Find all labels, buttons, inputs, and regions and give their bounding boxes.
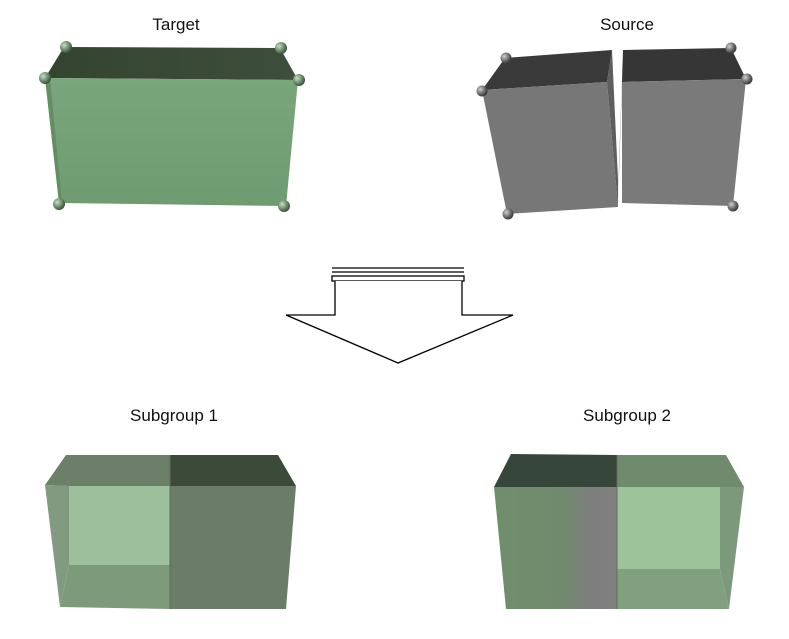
source-label: Source [600, 15, 654, 34]
subgroup-2-box [494, 454, 744, 609]
subgroup-1-floor [60, 565, 170, 609]
target-corner-sphere [60, 41, 72, 53]
source-box [476, 42, 753, 220]
subgroup-2-right-wall [720, 487, 744, 609]
source-right-front-face [622, 79, 746, 206]
source-corner-sphere [725, 42, 737, 54]
subgroup-2-top-wall [617, 455, 744, 487]
subgroup-1-top-wall [45, 455, 170, 486]
subgroup-1-back-face [69, 486, 170, 565]
source-corner-sphere [476, 85, 488, 97]
target-corner-sphere [39, 72, 51, 84]
source-corner-sphere [741, 73, 753, 85]
subgroup-1-right-top-face [170, 455, 296, 486]
subgroup-1-left-wall [45, 485, 69, 607]
subgroup-2-left-top-face [494, 454, 617, 487]
source-left-front-face [482, 82, 618, 214]
subgroup-2-back-face [617, 487, 720, 569]
subgroup-2-floor [617, 569, 729, 609]
target-label: Target [152, 15, 200, 34]
target-corner-sphere [53, 198, 65, 210]
source-corner-sphere [500, 52, 512, 64]
subgroup-2-left-front-face [494, 487, 617, 609]
target-corner-sphere [275, 42, 287, 54]
source-left-side-face [607, 50, 618, 207]
subgroup-2-label: Subgroup 2 [583, 406, 671, 425]
source-corner-sphere [502, 208, 514, 220]
target-corner-sphere [278, 200, 290, 212]
target-box [39, 41, 305, 212]
subgroup-1-label: Subgroup 1 [130, 406, 218, 425]
source-right-top-face [622, 48, 746, 82]
down-arrow [285, 267, 514, 364]
subgroup-1-right-front-face [170, 486, 296, 609]
source-left-top-face [482, 50, 612, 90]
target-front-face [45, 78, 298, 206]
target-left-edge [45, 78, 62, 203]
subgroup-1-box [45, 455, 296, 609]
target-corner-sphere [293, 74, 305, 86]
source-right-left-face [618, 50, 623, 203]
target-top-face [45, 47, 298, 80]
source-corner-sphere [727, 200, 739, 212]
